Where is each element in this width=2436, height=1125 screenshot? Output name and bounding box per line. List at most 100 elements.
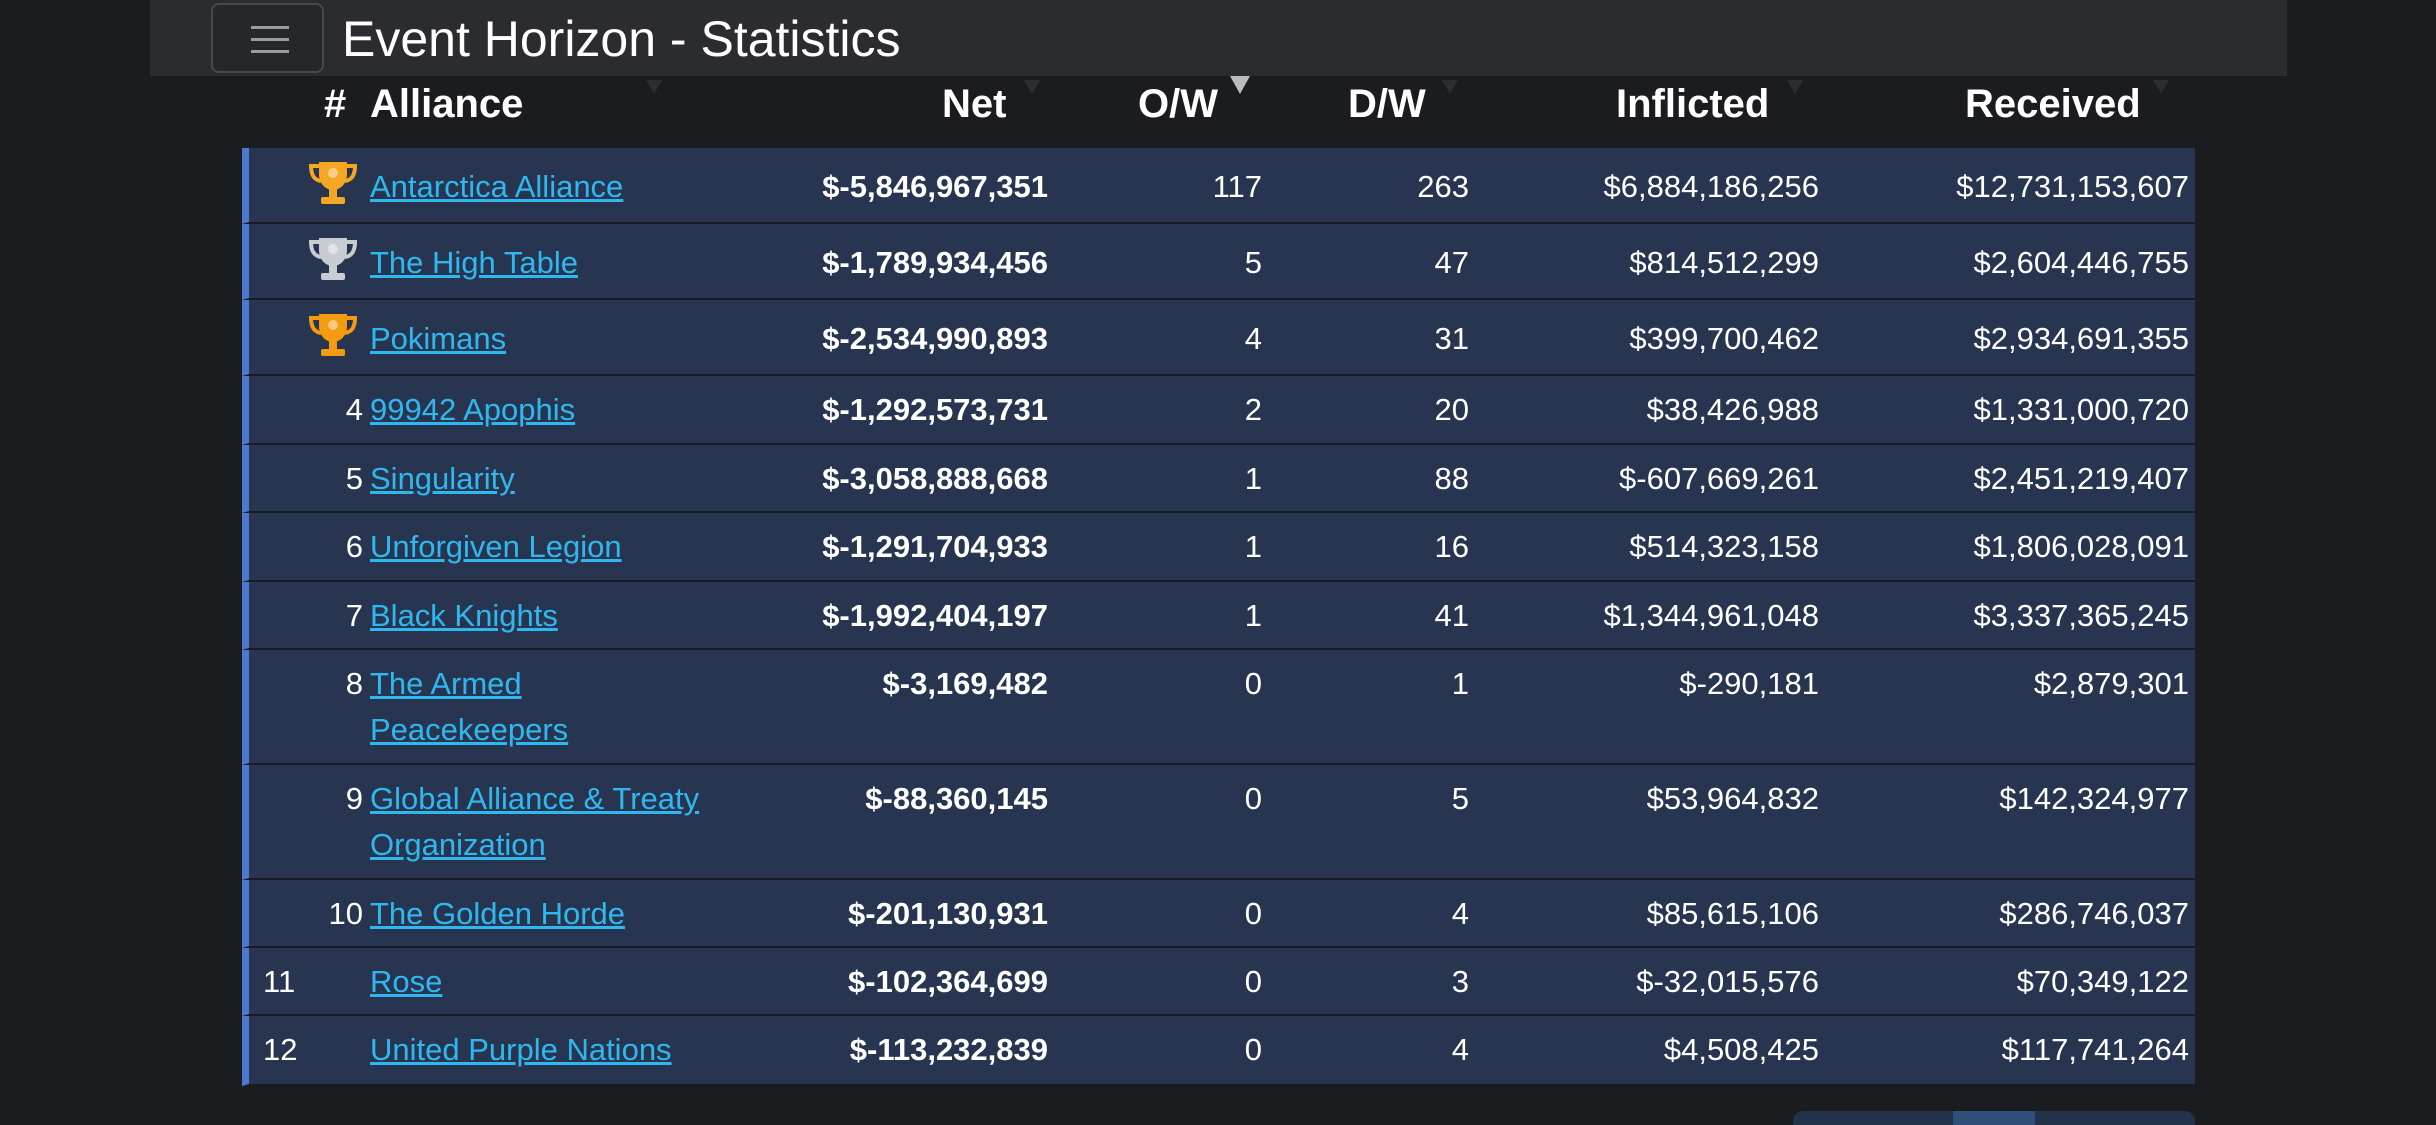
sort-arrow-icon: [2153, 80, 2169, 94]
rank-cell: 6: [345, 529, 363, 564]
net-cell: $-1,291,704,933: [822, 529, 1048, 564]
header-rank[interactable]: #: [324, 82, 347, 126]
rank-cell: 12: [263, 1032, 298, 1067]
page-title: Event Horizon - Statistics: [342, 11, 901, 67]
inflicted-cell: $-290,181: [1679, 666, 1819, 701]
table-row: 10 The Golden Horde $-201,130,931 0 4 $85,615…: [242, 880, 2195, 948]
alliance-link[interactable]: 99942 Apophis: [370, 392, 576, 427]
alliance-link[interactable]: Black Knights: [370, 598, 558, 633]
inflicted-cell: $814,512,299: [1629, 245, 1819, 280]
alliance-link[interactable]: The Armed Peacekeepers: [370, 666, 569, 747]
received-cell: $117,741,264: [2001, 1032, 2189, 1067]
alliance-link[interactable]: United Purple Nations: [370, 1032, 672, 1067]
net-cell: $-1,992,404,197: [822, 598, 1048, 633]
net-cell: $-1,789,934,456: [822, 245, 1048, 280]
received-cell: $286,746,037: [1999, 896, 2189, 931]
dw-cell: 263: [1417, 169, 1469, 204]
ow-cell: 0: [1244, 666, 1262, 701]
ow-cell: 1: [1244, 598, 1262, 633]
alliance-link[interactable]: The Golden Horde: [370, 896, 626, 931]
inflicted-cell: $-32,015,576: [1636, 964, 1819, 999]
net-cell: $-5,846,967,351: [822, 169, 1048, 204]
alliance-link[interactable]: Antarctica Alliance: [370, 169, 624, 204]
rank-cell: 5: [345, 461, 363, 496]
ow-cell: 0: [1244, 781, 1262, 816]
rank-cell: 10: [328, 896, 363, 931]
received-cell: $1,331,000,720: [1973, 392, 2190, 427]
menu-button[interactable]: [211, 3, 324, 73]
net-cell: $-3,169,482: [882, 666, 1048, 701]
gold-trophy-icon: [308, 162, 358, 204]
header-received[interactable]: Received: [1965, 82, 2141, 126]
rank-cell: 8: [345, 666, 363, 701]
table-row: Pokimans $-2,534,990,893 4 31 $399,700,462 $2…: [242, 300, 2195, 376]
inflicted-cell: $1,344,961,048: [1603, 598, 1820, 633]
dw-cell: 88: [1434, 461, 1469, 496]
rank-cell: 11: [263, 964, 296, 999]
dw-cell: 20: [1434, 392, 1469, 427]
table-row: 6 Unforgiven Legion $-1,291,704,933 1 16 $514…: [242, 513, 2195, 582]
received-cell: $1,806,028,091: [1973, 529, 2190, 564]
alliance-link[interactable]: Singularity: [370, 461, 515, 496]
header-ow[interactable]: O/W: [1138, 82, 1218, 126]
net-cell: $-102,364,699: [848, 964, 1048, 999]
inflicted-cell: $38,426,988: [1646, 392, 1819, 427]
dw-cell: 1: [1451, 666, 1469, 701]
dw-cell: 31: [1434, 321, 1469, 356]
alliance-link[interactable]: Global Alliance & Treaty Organization: [370, 781, 700, 862]
net-cell: $-201,130,931: [848, 896, 1048, 931]
header-inflicted[interactable]: Inflicted: [1616, 82, 1770, 126]
ow-cell: 5: [1244, 245, 1262, 280]
rank-cell: 7: [345, 598, 363, 633]
inflicted-cell: $53,964,832: [1646, 781, 1819, 816]
ow-cell: 0: [1244, 896, 1262, 931]
inflicted-cell: $-607,669,261: [1619, 461, 1819, 496]
table-row: 9 Global Alliance & Treaty Organization $-…: [242, 765, 2195, 880]
alliance-link[interactable]: Unforgiven Legion: [370, 529, 622, 564]
table-row: 5 Singularity $-3,058,888,668 1 88 $-607,669,…: [242, 445, 2195, 513]
sort-desc-icon: [1230, 76, 1250, 94]
table-row: Antarctica Alliance $-5,846,967,351 117 263…: [242, 148, 2195, 224]
sort-arrow-icon: [646, 80, 662, 94]
rank-cell: 9: [345, 781, 363, 816]
dw-cell: 4: [1451, 896, 1469, 931]
dw-cell: 4: [1451, 1032, 1469, 1067]
table-row: 4 99942 Apophis $-1,292,573,731 2 20 $38,426,…: [242, 376, 2195, 445]
received-cell: $3,337,365,245: [1973, 598, 2190, 633]
dw-cell: 16: [1434, 529, 1469, 564]
header-alliance[interactable]: Alliance: [370, 82, 524, 126]
bronze-trophy-icon: [308, 314, 358, 356]
header-net[interactable]: Net: [942, 82, 1007, 126]
received-cell: $2,604,446,755: [1973, 245, 2190, 280]
dw-cell: 5: [1451, 781, 1469, 816]
received-cell: $70,349,122: [2016, 964, 2189, 999]
sort-arrow-icon: [1787, 80, 1803, 94]
sort-arrow-icon: [1024, 80, 1040, 94]
received-cell: $2,934,691,355: [1973, 321, 2190, 356]
alliance-link[interactable]: Rose: [370, 964, 443, 999]
received-cell: $2,451,219,407: [1973, 461, 2190, 496]
net-cell: $-3,058,888,668: [822, 461, 1048, 496]
inflicted-cell: $6,884,186,256: [1603, 169, 1820, 204]
ow-cell: 4: [1244, 321, 1262, 356]
net-cell: $-2,534,990,893: [822, 321, 1048, 356]
table-row: 7 Black Knights $-1,992,404,197 1 41 $1,344,9…: [242, 582, 2195, 650]
net-cell: $-88,360,145: [865, 781, 1048, 816]
ow-cell: 117: [1212, 169, 1262, 204]
pagination[interactable]: [1793, 1111, 2195, 1125]
top-bar: [150, 0, 2287, 76]
received-cell: $2,879,301: [2033, 666, 2189, 701]
net-cell: $-113,232,839: [849, 1032, 1048, 1067]
pagination-current[interactable]: [1953, 1111, 2035, 1125]
inflicted-cell: $514,323,158: [1629, 529, 1819, 564]
alliance-link[interactable]: The High Table: [370, 245, 578, 280]
table-row: 8 The Armed Peacekeepers $-3,169,482 0 1 $-29…: [242, 650, 2195, 765]
alliance-link[interactable]: Pokimans: [370, 321, 507, 356]
table-header: # Alliance Net O/W D/W Inflicted Receive…: [242, 70, 2195, 148]
received-cell: $142,324,977: [1999, 781, 2189, 816]
rank-cell: 4: [345, 392, 363, 427]
header-dw[interactable]: D/W: [1348, 82, 1426, 126]
dw-cell: 41: [1434, 598, 1469, 633]
ow-cell: 0: [1244, 1032, 1262, 1067]
ow-cell: 1: [1244, 529, 1262, 564]
